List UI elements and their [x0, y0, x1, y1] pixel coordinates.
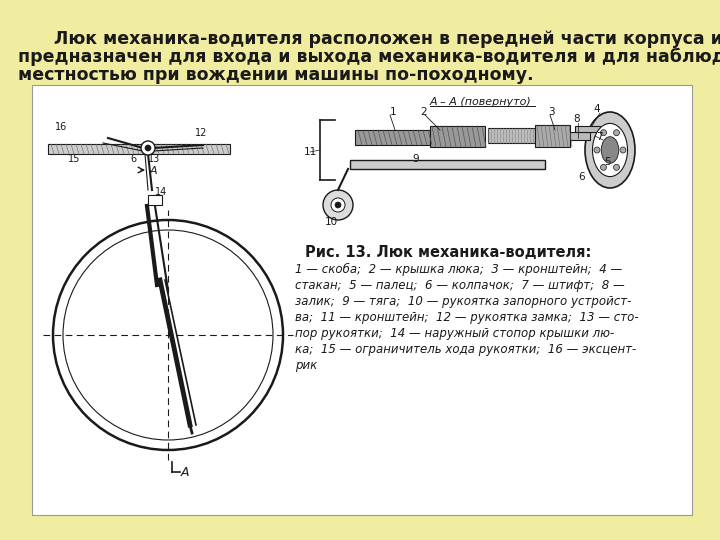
Text: предназначен для входа и выхода механика-водителя и для наблюдения за: предназначен для входа и выхода механика…: [18, 48, 720, 66]
Bar: [48, 144, 230, 154]
Text: залик;  9 — тяга;  10 — рукоятка запорного устройст-: залик; 9 — тяга; 10 — рукоятка запорного…: [295, 295, 631, 308]
Text: 8: 8: [573, 114, 580, 124]
Text: местностью при вождении машины по-походному.: местностью при вождении машины по-походн…: [18, 66, 534, 84]
Text: A: A: [181, 466, 189, 479]
Circle shape: [141, 141, 155, 155]
Text: 9: 9: [412, 154, 418, 164]
Text: 4: 4: [593, 104, 600, 114]
Circle shape: [63, 230, 273, 440]
Circle shape: [594, 147, 600, 153]
Bar: [32, 85, 692, 515]
Circle shape: [331, 198, 345, 212]
Ellipse shape: [585, 112, 635, 188]
Text: 10: 10: [325, 217, 338, 227]
Circle shape: [145, 145, 151, 151]
Circle shape: [323, 190, 353, 220]
Text: пор рукоятки;  14 — наружный стопор крышки лю-: пор рукоятки; 14 — наружный стопор крышк…: [295, 327, 614, 340]
Text: 5: 5: [604, 157, 611, 167]
Text: стакан;  5 — палец;  6 — колпачок;  7 — штифт;  8 —: стакан; 5 — палец; 6 — колпачок; 7 — шти…: [295, 279, 625, 292]
Text: 11: 11: [304, 147, 318, 157]
Text: 6: 6: [130, 154, 136, 164]
Circle shape: [613, 130, 619, 136]
Circle shape: [620, 147, 626, 153]
Text: 14: 14: [155, 187, 167, 197]
Text: 3: 3: [548, 107, 554, 117]
Text: рик: рик: [295, 359, 318, 372]
Text: A: A: [150, 166, 158, 176]
Text: 1: 1: [390, 107, 397, 117]
Bar: [430, 126, 485, 147]
Bar: [488, 128, 535, 143]
Text: Рис. 13. Люк механика-водителя:: Рис. 13. Люк механика-водителя:: [305, 245, 591, 260]
Text: 6: 6: [578, 172, 585, 182]
Circle shape: [335, 202, 341, 208]
Text: 12: 12: [195, 128, 207, 138]
Text: 7: 7: [596, 132, 603, 142]
Text: 2: 2: [420, 107, 427, 117]
Ellipse shape: [593, 124, 628, 177]
Circle shape: [600, 164, 606, 170]
Text: 1 — скоба;  2 — крышка люка;  3 — кронштейн;  4 —: 1 — скоба; 2 — крышка люка; 3 — кронштей…: [295, 263, 622, 276]
Text: 16: 16: [55, 122, 67, 132]
Text: 15: 15: [68, 154, 81, 164]
Circle shape: [613, 164, 619, 170]
Bar: [535, 125, 570, 147]
Bar: [350, 160, 545, 169]
Text: Люк механика-водителя расположен в передней части корпуса и: Люк механика-водителя расположен в перед…: [30, 30, 720, 48]
Bar: [570, 132, 590, 140]
Text: ка;  15 — ограничитель хода рукоятки;  16 — эксцент-: ка; 15 — ограничитель хода рукоятки; 16 …: [295, 343, 636, 356]
Circle shape: [53, 220, 283, 450]
Bar: [355, 130, 430, 145]
Circle shape: [600, 130, 606, 136]
Bar: [148, 195, 162, 205]
Text: 13: 13: [148, 154, 161, 164]
Ellipse shape: [601, 137, 618, 163]
Bar: [575, 126, 600, 132]
Text: ва;  11 — кронштейн;  12 — рукоятка замка;  13 — сто-: ва; 11 — кронштейн; 12 — рукоятка замка;…: [295, 311, 639, 324]
Text: A – A (повернуто): A – A (повернуто): [430, 97, 532, 107]
